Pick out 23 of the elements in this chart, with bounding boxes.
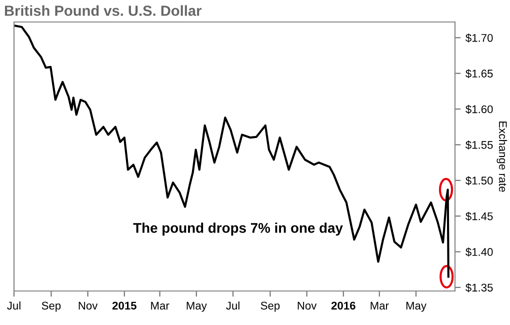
x-tick-label: Nov <box>298 302 317 310</box>
y-tick-label: $1.40 <box>466 248 493 257</box>
y-tick-label: $1.50 <box>466 176 493 186</box>
x-tick-label: 2016 <box>331 302 356 310</box>
annotation: The pound drops 7% in one day <box>133 222 343 236</box>
y-tick-label: $1.60 <box>466 104 493 114</box>
x-tick-label: Sep <box>42 302 61 312</box>
x-tick-label: Jul <box>7 301 20 310</box>
x-tick-label: Mar <box>151 302 170 310</box>
y-tick-label: $1.45 <box>466 212 493 221</box>
x-tick-label: May <box>186 302 207 312</box>
x-tick-label: 2015 <box>112 302 136 310</box>
chart-title: British Pound vs. U.S. Dollar <box>4 5 202 16</box>
y-tick-label: $1.55 <box>466 140 493 150</box>
x-tick-label: Sep <box>260 302 280 312</box>
y-tick-label: $1.35 <box>466 283 493 292</box>
y-tick-label: $1.65 <box>466 69 493 78</box>
y-tick-label: $1.70 <box>466 34 493 42</box>
x-tick-label: May <box>406 302 426 312</box>
x-tick-label: Jul <box>226 301 240 310</box>
x-tick-label: Mar <box>370 302 389 310</box>
x-tick-label: Nov <box>78 302 98 310</box>
y-axis-title: Exchange rate <box>496 122 508 192</box>
